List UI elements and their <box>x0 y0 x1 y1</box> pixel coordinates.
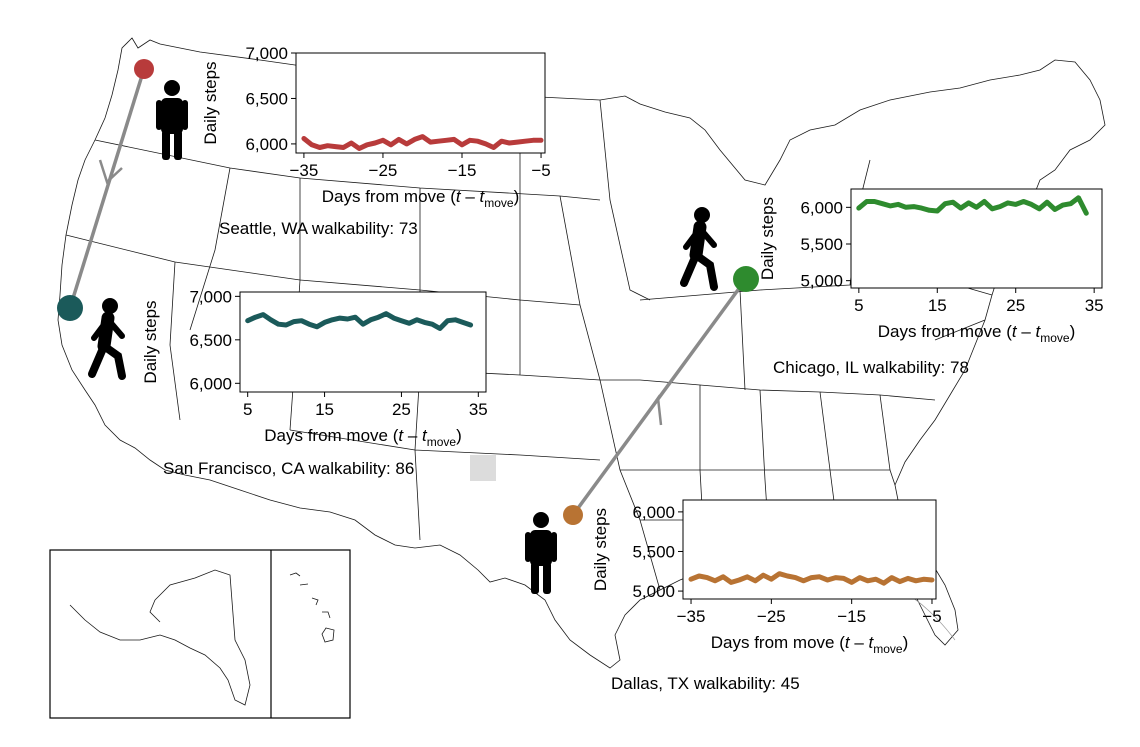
y-axis-label: Daily steps <box>201 61 220 144</box>
y-axis-label: Daily steps <box>141 300 160 383</box>
x-axis-label: Days from move (t – tmove) <box>322 187 520 210</box>
y-tick-label: 6,000 <box>632 503 675 522</box>
caption-sanfrancisco: San Francisco, CA walkability: 86 <box>163 459 414 478</box>
y-axis-label: Daily steps <box>758 197 777 280</box>
chart-seattle: 6,000 6,500 7,000 −35 −25 −15 −5 Daily steps Day… <box>201 44 551 210</box>
x-axis-label: Days from move (t – tmove) <box>711 633 909 656</box>
alaska-outline <box>69 569 251 706</box>
x-tick-label: −15 <box>448 161 477 180</box>
series-line-chicago <box>856 195 1089 216</box>
y-tick-label: 5,500 <box>632 542 675 561</box>
caption-seattle: Seattle, WA walkability: 73 <box>219 219 418 238</box>
y-tick-label: 7,000 <box>189 287 232 306</box>
route-arrow-seattle-sf <box>98 159 123 185</box>
person-walking-icon <box>88 298 126 380</box>
plot-frame <box>682 499 937 600</box>
x-axis-label: Days from move (t – tmove) <box>878 322 1076 345</box>
person-standing-icon <box>156 80 188 160</box>
x-tick-label: 35 <box>469 400 488 419</box>
us-outline <box>57 37 1106 669</box>
x-tick-label: −25 <box>757 607 786 626</box>
x-tick-label: −35 <box>677 607 706 626</box>
y-tick-label: 5,500 <box>800 235 843 254</box>
caption-chicago: Chicago, IL walkability: 78 <box>773 358 969 377</box>
x-tick-label: −5 <box>922 607 941 626</box>
x-tick-label: 25 <box>1006 296 1025 315</box>
x-tick-label: 25 <box>392 400 411 419</box>
route-dallas-chicago <box>571 277 748 517</box>
route-arrow-dallas-chicago <box>641 394 663 426</box>
x-axis-label: Days from move (t – tmove) <box>264 426 462 449</box>
series-line-dallas <box>688 571 935 586</box>
y-tick-label: 6,000 <box>245 135 288 154</box>
x-tick-label: −25 <box>369 161 398 180</box>
chart-dallas: 5,000 5,500 6,000 −35 −25 −15 −5 Daily steps Day… <box>591 499 942 656</box>
series-line-seattle <box>301 134 544 151</box>
x-tick-label: −35 <box>289 161 318 180</box>
plot-frame <box>239 291 487 393</box>
x-tick-label: −15 <box>837 607 866 626</box>
y-tick-label: 7,000 <box>245 44 288 63</box>
series-line-sanfrancisco <box>245 311 474 331</box>
x-tick-label: 15 <box>315 400 334 419</box>
y-tick-label: 5,000 <box>632 582 675 601</box>
chart-sanfrancisco: 6,000 6,500 7,000 5 15 25 35 Daily steps Days fr… <box>141 287 488 449</box>
y-tick-label: 6,000 <box>800 198 843 217</box>
inset-map <box>49 549 351 719</box>
route-seattle-sf <box>68 68 146 309</box>
y-tick-label: 6,500 <box>189 331 232 350</box>
y-tick-label: 5,000 <box>800 272 843 291</box>
person-standing-icon <box>525 512 557 594</box>
x-tick-label: 5 <box>243 400 252 419</box>
y-tick-label: 6,500 <box>245 89 288 108</box>
x-tick-label: 35 <box>1085 296 1104 315</box>
x-tick-label: 5 <box>854 296 863 315</box>
chicago-dot <box>733 266 759 292</box>
hawaii-outline <box>289 572 335 643</box>
x-tick-label: 15 <box>928 296 947 315</box>
caption-dallas: Dallas, TX walkability: 45 <box>611 674 800 693</box>
walkability-highlight <box>470 455 496 481</box>
dallas-dot <box>563 505 583 525</box>
routes <box>68 68 748 517</box>
chart-chicago: 5,000 5,500 6,000 5 15 25 35 Daily steps Days fr… <box>758 188 1104 345</box>
y-tick-label: 6,000 <box>189 374 232 393</box>
seattle-dot <box>134 59 154 79</box>
person-walking-icon <box>680 207 718 291</box>
inset-frame <box>49 549 351 719</box>
chart-panels: 6,000 6,500 7,000 −35 −25 −15 −5 Daily steps Day… <box>141 44 1104 656</box>
sanfrancisco-dot <box>57 295 83 321</box>
y-axis-label: Daily steps <box>591 508 610 591</box>
x-tick-label: −5 <box>531 161 550 180</box>
